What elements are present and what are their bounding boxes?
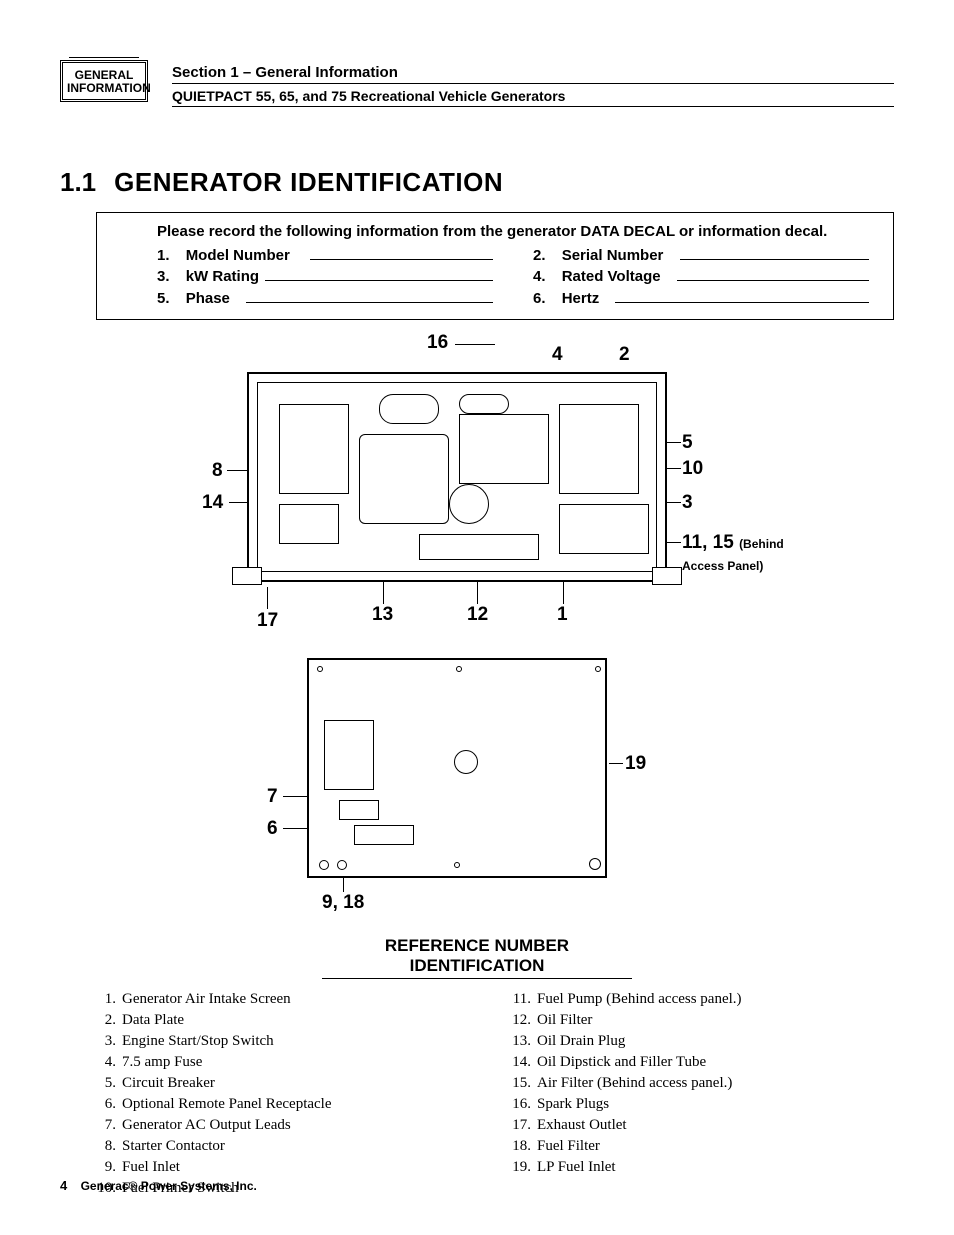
callout-13: 13 <box>372 604 393 626</box>
ref-item: 4.7.5 amp Fuse <box>94 1052 469 1073</box>
callout-19: 19 <box>625 753 646 775</box>
ref-item: 3.Engine Start/Stop Switch <box>94 1031 469 1052</box>
record-item-3: 3. kW Rating <box>157 268 493 286</box>
callout-6: 6 <box>267 818 278 840</box>
record-item-4: 4. Rated Voltage <box>533 268 869 286</box>
record-item-6: 6. Hertz <box>533 289 869 307</box>
generator-diagram-bottom: 7 6 19 9, 18 <box>157 658 797 918</box>
generator-outline <box>247 372 667 582</box>
callout-3: 3 <box>682 492 693 514</box>
callout-7: 7 <box>267 786 278 808</box>
callout-5: 5 <box>682 432 693 454</box>
ref-item: 19.LP Fuel Inlet <box>509 1157 884 1178</box>
callout-10: 10 <box>682 458 703 480</box>
generator-diagram-top: 16 4 2 5 10 3 11, 15 (Behind Access Pane… <box>157 332 797 632</box>
reference-title: REFERENCE NUMBER IDENTIFICATION <box>322 936 632 979</box>
tab-line-2: INFORMATION <box>67 82 141 95</box>
ref-item: 6.Optional Remote Panel Receptacle <box>94 1094 469 1115</box>
callout-2: 2 <box>619 344 630 366</box>
sub-line: QUIETPACT 55, 65, and 75 Recreational Ve… <box>172 88 894 107</box>
ref-item: 12.Oil Filter <box>509 1010 884 1031</box>
ref-item: 7.Generator AC Output Leads <box>94 1115 469 1136</box>
ref-item: 14.Oil Dipstick and Filler Tube <box>509 1052 884 1073</box>
section-line: Section 1 – General Information <box>172 64 894 84</box>
heading-title: GENERATOR IDENTIFICATION <box>114 167 503 198</box>
page-header: GENERAL INFORMATION Section 1 – General … <box>60 60 894 107</box>
ref-item: 2.Data Plate <box>94 1010 469 1031</box>
callout-14: 14 <box>202 492 223 514</box>
callout-12: 12 <box>467 604 488 626</box>
heading-number: 1.1 <box>60 167 96 198</box>
ref-item: 17.Exhaust Outlet <box>509 1115 884 1136</box>
page-footer: 4 Generac® Power Systems, Inc. <box>60 1178 257 1193</box>
ref-item: 18.Fuel Filter <box>509 1136 884 1157</box>
ref-item: 8.Starter Contactor <box>94 1136 469 1157</box>
ref-item: 15.Air Filter (Behind access panel.) <box>509 1073 884 1094</box>
reference-col-right: 11.Fuel Pump (Behind access panel.) 12.O… <box>509 989 884 1199</box>
ref-item: 9.Fuel Inlet <box>94 1157 469 1178</box>
section-tab: GENERAL INFORMATION <box>60 60 148 102</box>
reference-col-left: 1.Generator Air Intake Screen 2.Data Pla… <box>94 989 469 1199</box>
section-titles: Section 1 – General Information QUIETPAC… <box>172 60 894 107</box>
callout-16: 16 <box>427 332 448 354</box>
heading-row: 1.1 GENERATOR IDENTIFICATION <box>60 167 894 198</box>
page-number: 4 <box>60 1178 67 1193</box>
callout-11-15: 11, 15 (Behind Access Panel) <box>682 532 797 576</box>
callout-1: 1 <box>557 604 568 626</box>
callout-9-18: 9, 18 <box>322 892 364 914</box>
ref-item: 5.Circuit Breaker <box>94 1073 469 1094</box>
generator-bottom-outline <box>307 658 607 878</box>
record-item-2: 2. Serial Number <box>533 246 869 264</box>
ref-item: 11.Fuel Pump (Behind access panel.) <box>509 989 884 1010</box>
ref-item: 13.Oil Drain Plug <box>509 1031 884 1052</box>
company-name: Generac® Power Systems, Inc. <box>81 1179 257 1193</box>
diagram-area: 16 4 2 5 10 3 11, 15 (Behind Access Pane… <box>157 332 797 918</box>
callout-8: 8 <box>212 460 223 482</box>
callout-4: 4 <box>552 344 563 366</box>
record-item-5: 5. Phase <box>157 289 493 307</box>
record-grid: 1. Model Number 2. Serial Number 3. kW R… <box>121 246 869 307</box>
ref-item: 16.Spark Plugs <box>509 1094 884 1115</box>
record-box: Please record the following information … <box>96 212 894 320</box>
reference-columns: 1.Generator Air Intake Screen 2.Data Pla… <box>60 989 894 1199</box>
record-intro: Please record the following information … <box>121 223 869 240</box>
record-item-1: 1. Model Number <box>157 246 493 264</box>
blank-line <box>310 246 493 260</box>
ref-item: 1.Generator Air Intake Screen <box>94 989 469 1010</box>
callout-17: 17 <box>257 610 278 632</box>
